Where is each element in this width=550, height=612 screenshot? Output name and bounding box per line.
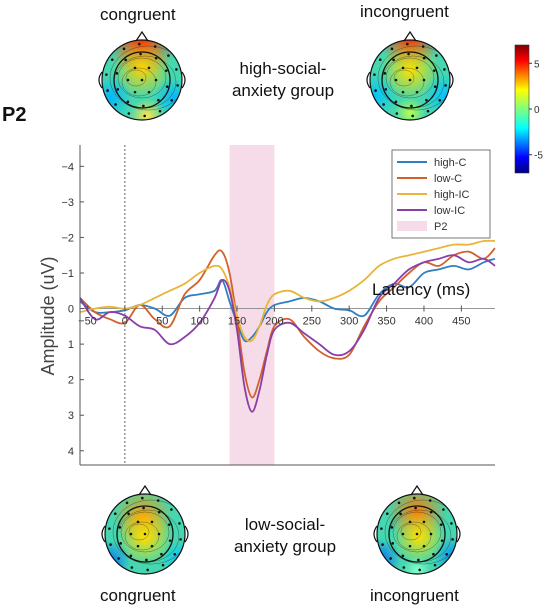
legend-label-P2: P2 (434, 221, 447, 233)
y-tick-label: −4 (61, 161, 74, 173)
topomap-low-congruent (101, 484, 189, 575)
x-tick-label: 200 (265, 316, 283, 328)
colorbar-tick-label: 5 (534, 59, 540, 70)
bottom-left-condition-label: congruent (100, 586, 176, 605)
y-tick-label: −2 (61, 232, 74, 244)
series-line-high-C (79, 257, 496, 343)
x-tick-label: 0 (122, 316, 128, 328)
legend-swatch-P2 (397, 221, 427, 231)
group-label-line2: anxiety group (231, 81, 335, 100)
group-label-line1: low-social- (244, 515, 326, 534)
x-tick-label: 450 (452, 316, 470, 328)
topomap-low-incongruent (373, 484, 461, 575)
x-tick-label: 250 (303, 316, 321, 328)
top-left-condition-label: congruent (100, 5, 176, 24)
x-tick-label: 100 (190, 316, 208, 328)
panel-title: P2 (2, 104, 27, 126)
x-axis-label: Latency (ms) (372, 280, 470, 299)
y-tick-label: 2 (68, 375, 74, 387)
x-tick-label: 400 (415, 316, 433, 328)
legend-label-high-C: high-C (434, 157, 466, 169)
y-tick-label: −1 (61, 268, 74, 280)
top-right-condition-label: incongruent (360, 2, 449, 21)
y-tick-label: 4 (68, 446, 74, 458)
y-tick-label: 0 (68, 304, 74, 316)
legend-label-low-IC: low-IC (434, 205, 465, 217)
x-tick-label: 150 (228, 316, 246, 328)
x-tick-label: 300 (340, 316, 358, 328)
legend-label-high-IC: high-IC (434, 189, 470, 201)
group-label-line1: high-social- (239, 59, 327, 78)
bottom-right-condition-label: incongruent (370, 586, 459, 605)
series-line-low-IC (79, 254, 496, 413)
colorbar-tick-label: 0 (534, 105, 540, 116)
y-tick-label: −3 (61, 197, 74, 209)
x-tick-label: −50 (78, 316, 97, 328)
x-tick-label: 50 (156, 316, 168, 328)
y-axis-label: Amplitude (uV) (38, 256, 58, 375)
erp-chart: −4 −3 −2 −1 0 1 2 3 4 −50 0 50 100 150 200 250 300 350 400… (38, 145, 496, 466)
series-line-high-IC (79, 239, 496, 343)
topomap-high-incongruent (366, 30, 454, 121)
y-tick-label: 3 (68, 410, 74, 422)
colorbar: 5 0 -5 (514, 44, 543, 174)
y-tick-label: 1 (68, 339, 74, 351)
topomap-high-congruent (98, 30, 186, 121)
legend-label-low-C: low-C (434, 173, 462, 185)
high-social-anxiety-group-label: high-social- anxiety group (198, 58, 368, 102)
low-social-anxiety-group-label: low-social- anxiety group (200, 514, 370, 558)
colorbar-tick-label: -5 (534, 151, 543, 162)
group-label-line2: anxiety group (233, 537, 337, 556)
x-tick-label: 350 (377, 316, 395, 328)
